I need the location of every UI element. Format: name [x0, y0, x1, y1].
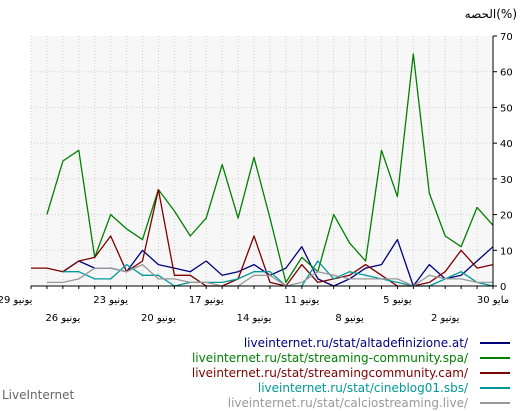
x-tick-label: 11 يونيو — [284, 295, 319, 306]
legend-swatch — [480, 402, 510, 404]
legend-label: liveinternet.ru/stat/cineblog01.sbs/ — [257, 381, 468, 395]
axes: 0 10 20 30 40 50 60 70 30 مايو 5 يونيو 11 يونيو 17 … — [0, 32, 513, 324]
series-line — [46, 53, 494, 284]
x-tick-label: 20 يونيو — [141, 313, 176, 324]
y-tick-label: 70 — [500, 32, 513, 43]
x-tick-label: 14 يونيو — [237, 313, 272, 324]
y-tick-label: 50 — [500, 103, 513, 114]
series-line — [62, 238, 494, 287]
series-line — [46, 263, 493, 287]
y-tick-label: 60 — [500, 68, 513, 79]
legend: liveinternet.ru/stat/altadefinizione.at/… — [120, 336, 510, 411]
y-tick-label: 40 — [500, 139, 513, 150]
legend-item: liveinternet.ru/stat/streaming-community… — [120, 351, 510, 366]
legend-item: liveinternet.ru/stat/calciostreaming.liv… — [120, 396, 510, 411]
x-tick-label: 2 يونيو — [431, 313, 460, 324]
legend-label: liveinternet.ru/stat/altadefinizione.at/ — [243, 336, 468, 350]
x-tick-label: 23 يونيو — [93, 295, 128, 306]
x-tick-label: 26 يونيو — [45, 313, 80, 324]
y-tick-label: 10 — [500, 246, 513, 257]
legend-swatch — [480, 357, 510, 359]
legend-label: liveinternet.ru/stat/streamingcommunity.… — [191, 366, 468, 380]
legend-label: liveinternet.ru/stat/streaming-community… — [191, 351, 468, 365]
legend-item: liveinternet.ru/stat/altadefinizione.at/ — [120, 336, 510, 351]
legend-label: liveinternet.ru/stat/calciostreaming.liv… — [227, 396, 468, 410]
legend-swatch — [480, 387, 510, 389]
chart-title: الحصه(%) — [465, 7, 517, 21]
legend-swatch — [480, 372, 510, 374]
y-tick-label: 20 — [500, 211, 513, 222]
x-tick-label: 30 مايو — [477, 295, 509, 306]
x-tick-label: 29 يونيو — [0, 295, 33, 306]
grid-lines — [30, 36, 494, 286]
legend-item: liveinternet.ru/stat/streamingcommunity.… — [120, 366, 510, 381]
y-tick-label: 30 — [500, 175, 513, 186]
y-tick-label: 0 — [500, 282, 506, 293]
x-tick-label: 17 يونيو — [189, 295, 224, 306]
x-tick-label: 5 يونيو — [383, 295, 412, 306]
plot-area — [31, 36, 493, 286]
legend-swatch — [480, 342, 510, 344]
legend-item: liveinternet.ru/stat/cineblog01.sbs/ — [120, 381, 510, 396]
brand-label: LiveInternet — [2, 388, 75, 402]
x-tick-label: 8 يونيو — [335, 313, 364, 324]
